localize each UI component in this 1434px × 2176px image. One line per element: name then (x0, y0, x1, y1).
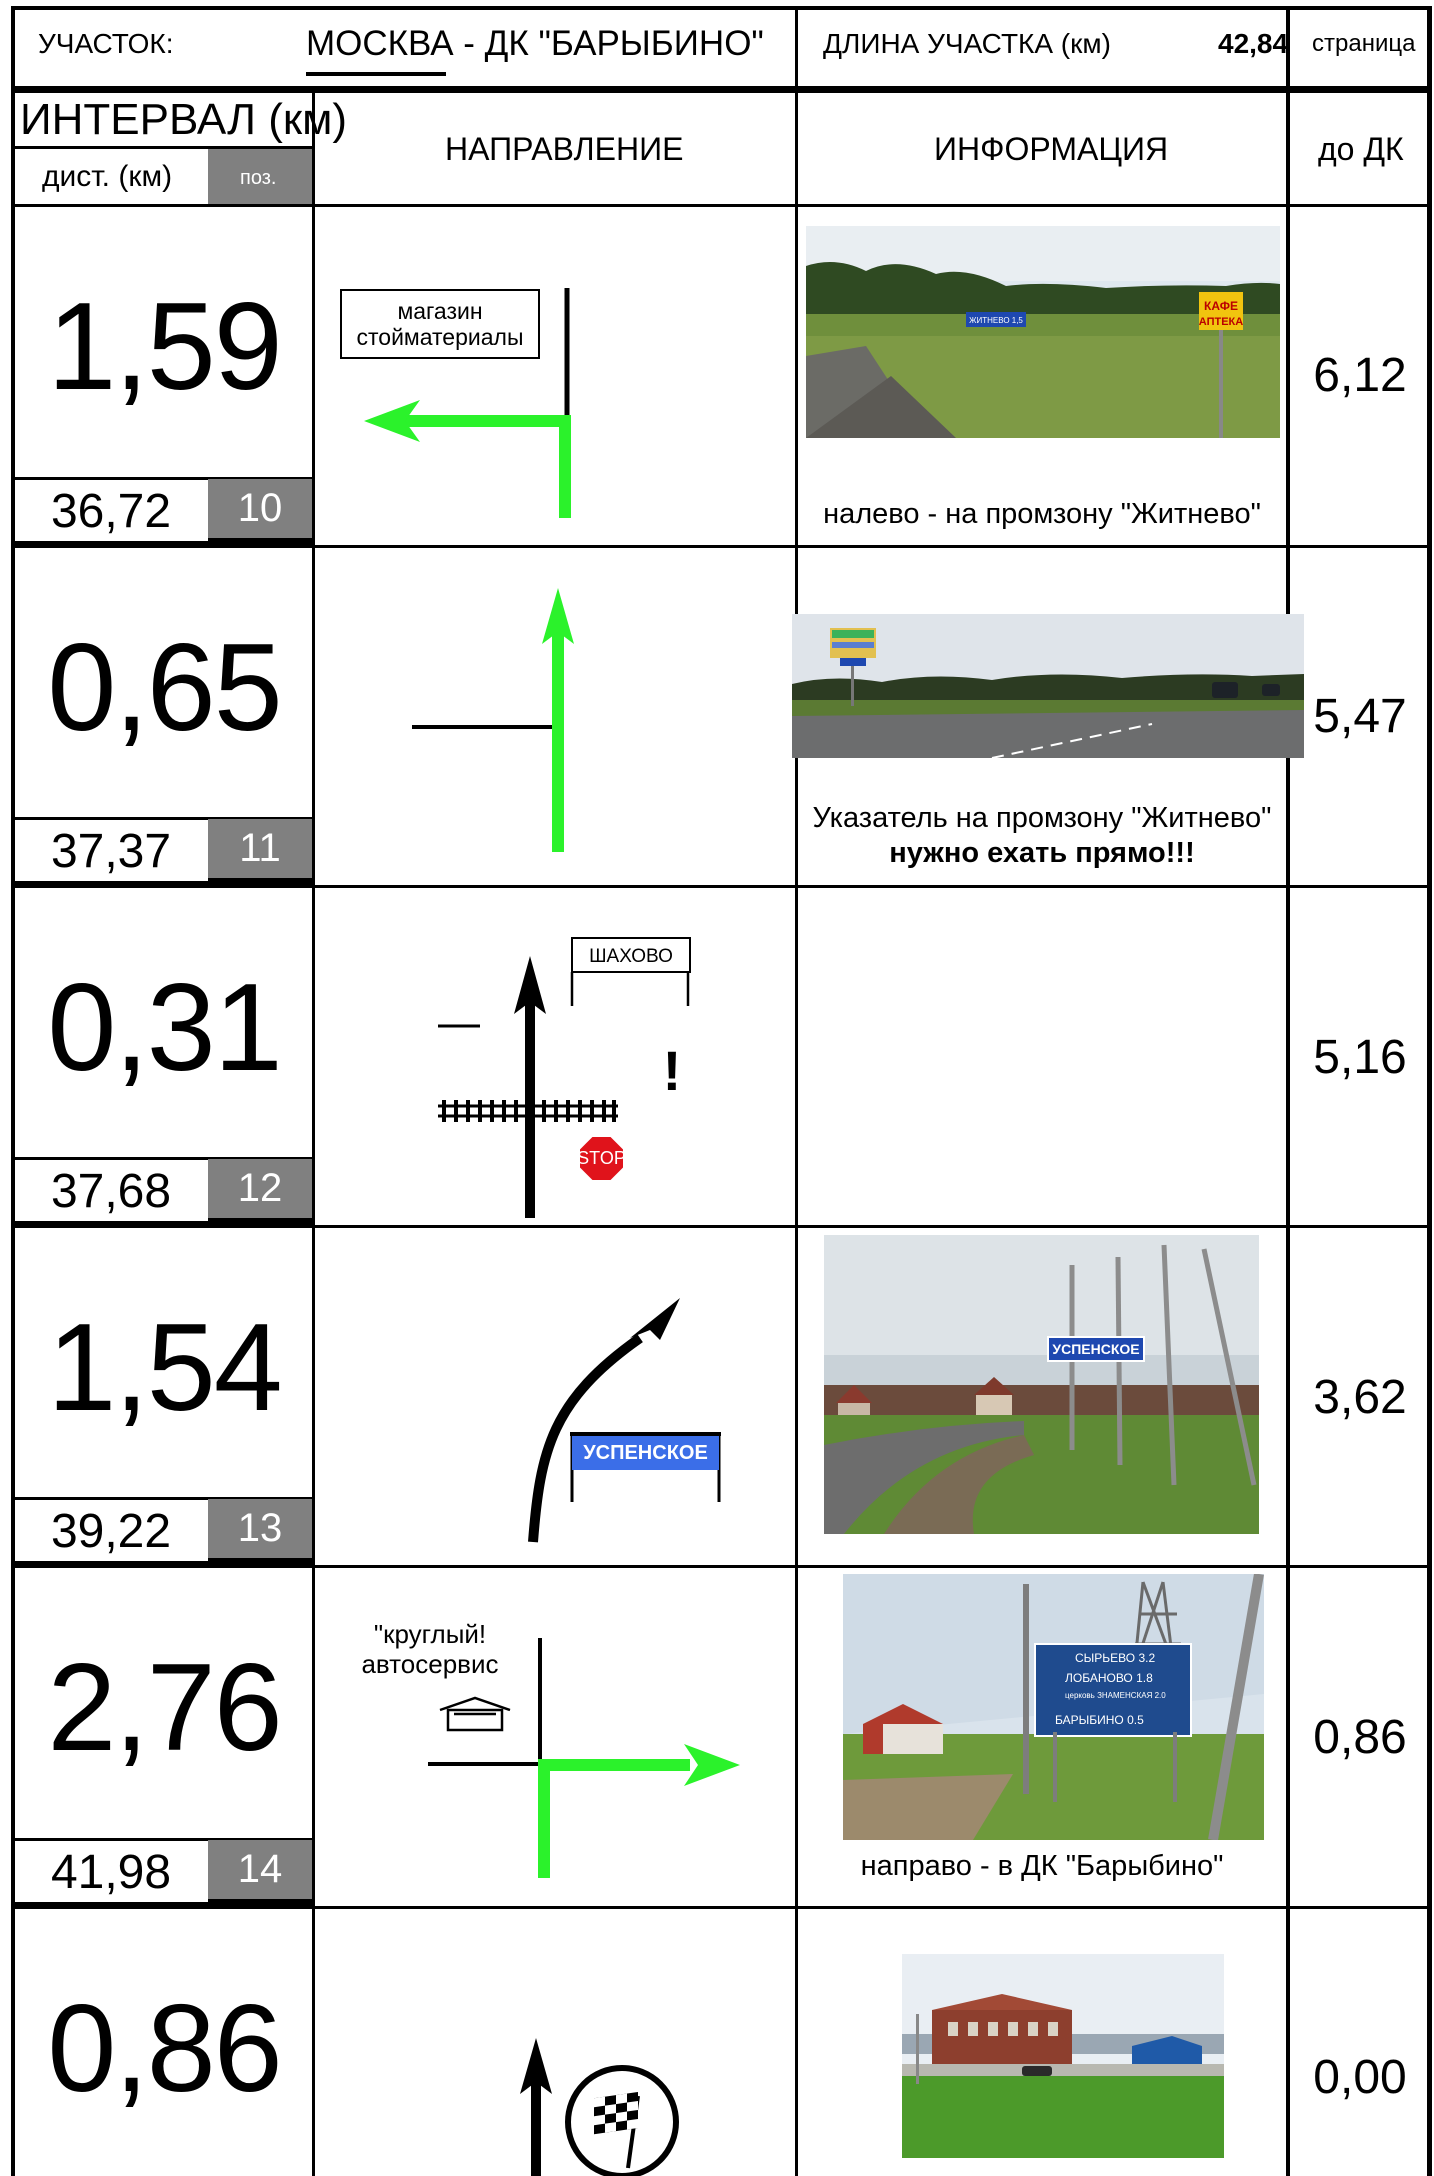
section-label: УЧАСТОК: (38, 28, 174, 59)
position-badge: 10 (208, 479, 312, 542)
warning-mark: ! (663, 1039, 682, 1102)
pos-header: поз. (240, 167, 277, 189)
photo-sign-line-1: СЫРЬЕВО 3.2 (1075, 1651, 1155, 1665)
interval-value: 0,31 (47, 959, 282, 1097)
position-badge: 12 (208, 1159, 312, 1222)
caption: направо - в ДК "Барыбино" (860, 1850, 1224, 1882)
to-dk-header: до ДК (1318, 131, 1404, 167)
photo-sign-line-4: БАРЫБИНО 0.5 (1055, 1713, 1144, 1727)
shakhovo-sign-text: ШАХОВО (589, 946, 673, 967)
railway-crossing-diagram: STOP ! (438, 956, 690, 1218)
turn-left-diagram (364, 288, 571, 518)
photo-sign-line-2: ЛОБАНОВО 1.8 (1065, 1671, 1153, 1685)
photo-dk-building (902, 1954, 1224, 2158)
caption: налево - на промзону "Житнево" (823, 498, 1261, 530)
section-name-underline (306, 72, 446, 76)
shakhovo-sign (571, 937, 691, 973)
distance-value: 37,68 (50, 1165, 172, 1218)
to-dk-value: 0,86 (1313, 1711, 1407, 1764)
to-dk-value: 5,16 (1313, 1031, 1407, 1084)
interval-header: ИНТЕРВАЛ (км) (20, 95, 348, 144)
shop-sign (340, 289, 540, 359)
turn-right-diagram (428, 1638, 740, 1878)
position-badge: 11 (208, 819, 312, 882)
uspenskoe-sign: УСПЕНСКОЕ (572, 1436, 719, 1470)
to-dk-value: 3,62 (1313, 1371, 1407, 1424)
photo-sign-line-3: церковь ЗНАМЕНСКАЯ 2.0 (1065, 1691, 1166, 1700)
autoservice-icon (439, 1696, 511, 1732)
page-label: страница (1312, 30, 1416, 57)
photo-junction-signs: СЫРЬЕВО 3.2 ЛОБАНОВО 1.8 церковь ЗНАМЕНС… (843, 1574, 1264, 1840)
shop-sign-text: магазин стойматериалы (356, 298, 524, 351)
to-dk-value: 0,00 (1313, 2051, 1407, 2104)
interval-value: 1,54 (47, 1299, 282, 1437)
curve-right-diagram (528, 1298, 721, 1543)
photo-direction-sign: ЖИТНЕВО 1,5 (969, 316, 1023, 325)
autoservice-label: "круглый! автосервис (361, 1619, 499, 1679)
stop-sign-text: STOP (577, 1148, 626, 1168)
photo-cafe-sign: КАФЕ (1204, 299, 1238, 313)
photo-uspenskoe: УСПЕНСКОЕ (824, 1235, 1259, 1534)
position-badge: 13 (208, 1499, 312, 1562)
photo-road-billboard (792, 614, 1304, 758)
section-name: МОСКВА - ДК "БАРЫБИНО" (306, 24, 764, 63)
interval-value: 1,59 (47, 278, 282, 416)
pos-header-box (208, 149, 312, 204)
photo-pharmacy-sign: АПТЕКА (1199, 316, 1243, 328)
info-header: ИНФОРМАЦИЯ (934, 131, 1169, 167)
straight-diagram (412, 588, 574, 852)
distance-value: 41,98 (50, 1846, 172, 1899)
distance-value: 39,22 (50, 1505, 172, 1558)
interval-value: 0,65 (47, 619, 282, 757)
interval-value: 0,86 (47, 1980, 282, 2118)
to-dk-value: 6,12 (1313, 349, 1407, 402)
distance-value: 37,37 (50, 825, 172, 878)
length-value: 42,84 (1218, 28, 1289, 59)
finish-flag-icon (565, 2065, 679, 2176)
dist-header: дист. (км) (42, 160, 173, 193)
interval-value: 2,76 (47, 1639, 282, 1777)
caption: Указатель на промзону "Житнево" (812, 802, 1272, 834)
photo-zhitnevo: ЖИТНЕВО 1,5 КАФЕ АПТЕКА (806, 226, 1280, 438)
position-badge: 14 (208, 1840, 312, 1903)
distance-value: 36,72 (50, 485, 172, 538)
to-dk-value: 5,47 (1313, 690, 1407, 743)
finish-diagram (520, 2038, 679, 2176)
photo-uspenskoe-sign: УСПЕНСКОЕ (1052, 1341, 1139, 1357)
caption-bold: нужно ехать прямо!!! (889, 837, 1195, 869)
length-label: ДЛИНА УЧАСТКА (км) (823, 28, 1111, 59)
direction-header: НАПРАВЛЕНИЕ (445, 131, 684, 167)
